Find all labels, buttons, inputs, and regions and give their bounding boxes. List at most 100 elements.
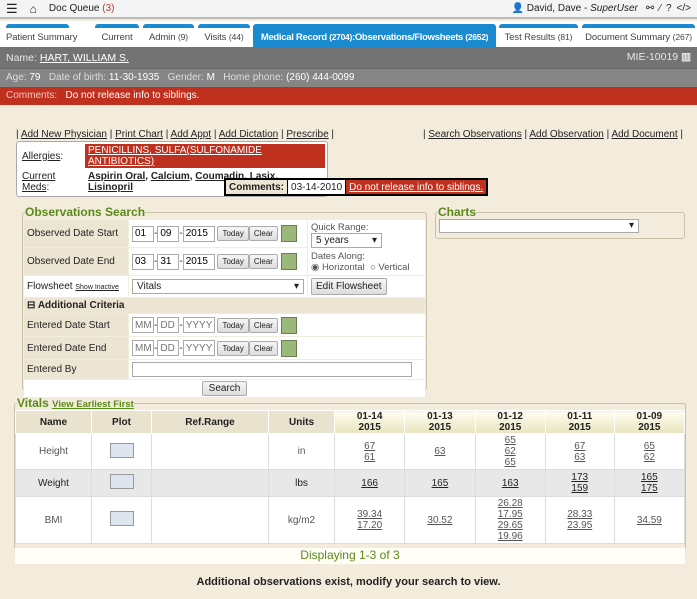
- home-icon[interactable]: ⌂: [29, 1, 37, 16]
- ent-end-day[interactable]: [157, 340, 180, 357]
- clear-button[interactable]: Clear: [248, 340, 278, 356]
- med-link[interactable]: Lisinopril: [88, 182, 133, 193]
- calendar-icon[interactable]: [280, 316, 297, 334]
- doc-queue-link[interactable]: Doc Queue (3): [48, 3, 115, 14]
- current-meds-link[interactable]: Current Meds: [22, 171, 56, 193]
- entered-by-input[interactable]: [132, 362, 412, 377]
- value-link[interactable]: 62: [504, 446, 516, 457]
- calendar-icon[interactable]: [280, 225, 297, 242]
- med-link[interactable]: Aspirin Oral: [88, 171, 146, 182]
- collapse-icon[interactable]: ⊟: [27, 300, 36, 311]
- today-button[interactable]: Today: [217, 254, 249, 269]
- tab-test-results[interactable]: Test Results (81): [499, 24, 578, 47]
- show-inactive-link[interactable]: Show Inactive: [75, 284, 119, 291]
- value-link[interactable]: 159: [571, 483, 589, 494]
- med-link[interactable]: Lasix: [249, 171, 276, 182]
- value-link[interactable]: 165: [431, 477, 449, 489]
- value-link[interactable]: 166: [361, 477, 378, 489]
- tab-current[interactable]: Current: [95, 24, 139, 47]
- value-link[interactable]: 29.65: [497, 520, 523, 531]
- add-appt-link[interactable]: Add Appt: [170, 129, 212, 140]
- menu-icon[interactable]: ☰: [6, 0, 18, 16]
- value-link[interactable]: 65: [504, 435, 516, 446]
- value-link[interactable]: 17.95: [497, 509, 523, 520]
- edit-flowsheet-button[interactable]: Edit Flowsheet: [311, 278, 387, 295]
- add-observation-link[interactable]: Add Observation: [529, 129, 604, 140]
- value-link[interactable]: 67: [364, 440, 376, 452]
- ent-start-day[interactable]: [157, 317, 180, 334]
- search-button[interactable]: Search: [201, 381, 248, 396]
- value-link[interactable]: 173: [571, 472, 589, 483]
- quick-range-select[interactable]: 5 years ▾: [311, 233, 382, 248]
- prescribe-link[interactable]: Prescribe: [286, 129, 329, 140]
- calendar-icon[interactable]: [280, 253, 297, 270]
- value-link[interactable]: 65: [504, 457, 516, 468]
- user-menu[interactable]: 👤 David, Dave - SuperUser: [511, 3, 638, 14]
- value-link[interactable]: 61: [364, 451, 376, 463]
- vertical-radio[interactable]: ○ Vertical: [370, 262, 410, 273]
- search-observations-link[interactable]: Search Observations: [428, 129, 522, 140]
- plot-icon[interactable]: [109, 442, 134, 458]
- add-new-physician-link[interactable]: Add New Physician: [20, 129, 107, 140]
- value-link[interactable]: 17.20: [357, 520, 383, 531]
- horizontal-radio[interactable]: ◉ Horizontal: [311, 262, 365, 273]
- additional-criteria-toggle[interactable]: ⊟ Additional Criteria: [24, 298, 425, 313]
- tab-admin[interactable]: Admin (9): [143, 24, 194, 47]
- value-link[interactable]: 28.33: [567, 509, 593, 520]
- ent-start-year[interactable]: [182, 317, 215, 334]
- tab-medical-record[interactable]: Medical Record (2704):Observations/Flows…: [253, 24, 496, 47]
- clear-button[interactable]: Clear: [248, 226, 278, 241]
- value-link[interactable]: 67: [574, 440, 586, 452]
- code-icon[interactable]: </>: [676, 3, 691, 14]
- print-chart-link[interactable]: Print Chart: [115, 129, 163, 140]
- ent-end-month[interactable]: [132, 340, 154, 357]
- tab-patient-summary[interactable]: Patient Summary: [6, 24, 77, 47]
- ent-end-year[interactable]: [182, 340, 215, 357]
- value-link[interactable]: 39.34: [357, 509, 383, 520]
- med-link[interactable]: Calcium: [150, 171, 190, 182]
- obs-start-year[interactable]: [182, 225, 215, 242]
- help-icon[interactable]: ?: [665, 3, 672, 14]
- plot-icon[interactable]: [109, 511, 134, 526]
- add-dictation-link[interactable]: Add Dictation: [218, 129, 279, 140]
- med-link[interactable]: Coumadin: [195, 171, 245, 182]
- value-link[interactable]: 165: [640, 472, 658, 483]
- value-link[interactable]: 19.96: [497, 531, 523, 542]
- value-link[interactable]: 63: [434, 446, 446, 457]
- tab-visits[interactable]: Visits (44): [198, 24, 250, 47]
- value-link[interactable]: 163: [501, 477, 519, 489]
- value-link[interactable]: 65: [643, 440, 655, 452]
- calendar-icon[interactable]: [280, 339, 297, 357]
- patient-name-link[interactable]: HART, WILLIAM S.: [39, 52, 129, 64]
- allergies-link[interactable]: Allergies: [22, 150, 61, 162]
- allergies-value[interactable]: PENICILLINS, SULFA(SULFONAMIDE ANTIBIOTI…: [88, 145, 262, 167]
- view-earliest-first-link[interactable]: View Earliest First: [52, 399, 134, 410]
- wand-icon[interactable]: ⁄: [659, 3, 661, 14]
- value-link[interactable]: 175: [640, 483, 658, 494]
- add-document-link[interactable]: Add Document: [611, 129, 678, 140]
- value-link[interactable]: 23.95: [567, 520, 593, 531]
- today-button[interactable]: Today: [217, 317, 249, 333]
- today-button[interactable]: Today: [217, 226, 249, 241]
- chart-icon[interactable]: ▥: [681, 51, 691, 63]
- value-link[interactable]: 62: [643, 451, 655, 463]
- tab-document-summary[interactable]: Document Summary (267): [582, 24, 695, 47]
- clear-button[interactable]: Clear: [248, 254, 278, 269]
- obs-end-year[interactable]: [182, 253, 215, 270]
- value-link[interactable]: 30.52: [427, 514, 453, 526]
- value-link[interactable]: 63: [574, 451, 586, 463]
- today-button[interactable]: Today: [217, 340, 249, 356]
- clear-button[interactable]: Clear: [248, 317, 278, 333]
- plot-icon[interactable]: [109, 474, 134, 489]
- obs-start-month[interactable]: [132, 225, 154, 242]
- obs-end-month[interactable]: [132, 253, 154, 270]
- comment-link[interactable]: Do not release info to siblings.: [349, 182, 484, 193]
- value-link[interactable]: 26.28: [497, 498, 523, 509]
- obs-end-day[interactable]: [157, 253, 180, 270]
- obs-start-day[interactable]: [157, 225, 180, 242]
- ent-start-month[interactable]: [132, 317, 154, 334]
- link-icon[interactable]: ⚯: [645, 3, 655, 14]
- value-link[interactable]: 34.59: [636, 514, 662, 526]
- flowsheet-select[interactable]: Vitals ▾: [132, 279, 304, 294]
- charts-select[interactable]: ▾: [439, 219, 639, 233]
